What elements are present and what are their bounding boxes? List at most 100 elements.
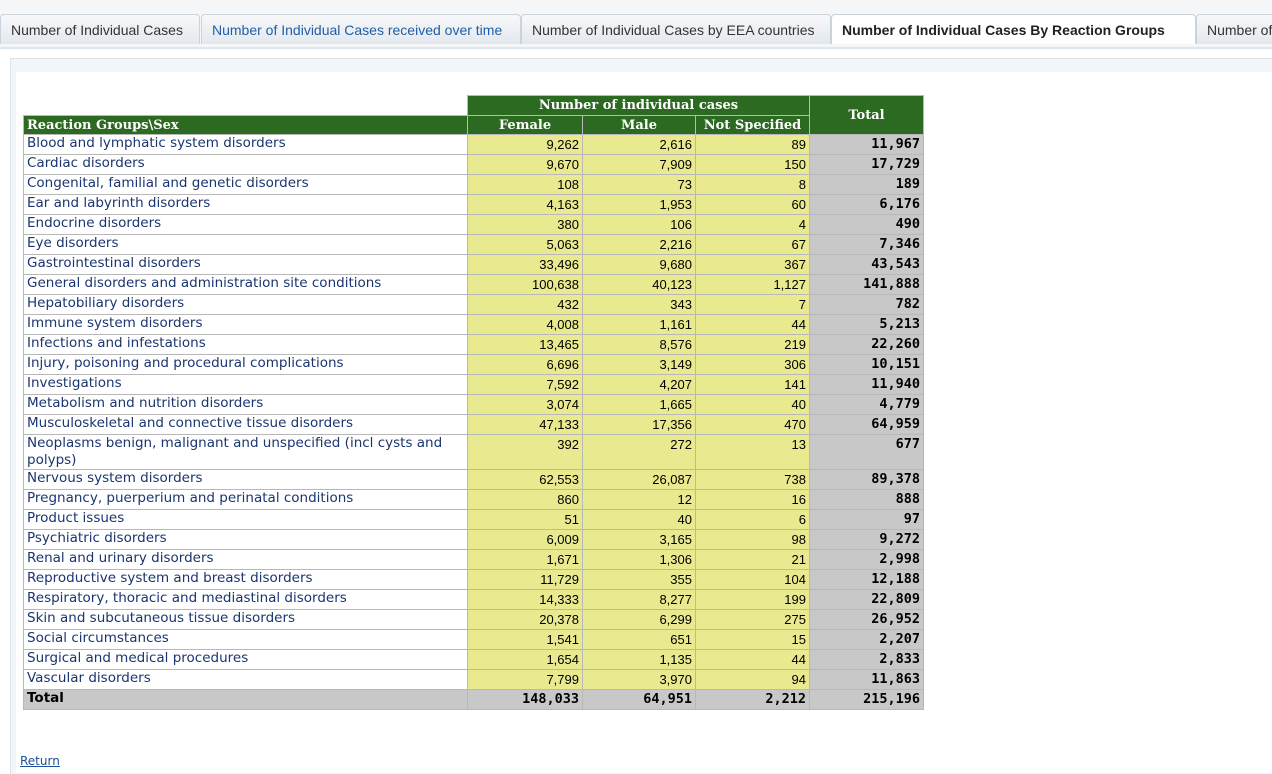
- corner-header: Reaction Groups\Sex: [24, 115, 468, 135]
- cell: 40: [583, 510, 696, 530]
- cell: 272: [583, 435, 696, 470]
- table-row: Congenital, familial and genetic disorde…: [24, 175, 924, 195]
- cell: 13,465: [468, 335, 583, 355]
- cell: 150: [696, 155, 810, 175]
- tab[interactable]: Number of Individual Cases: [0, 14, 200, 44]
- cell: 97: [810, 510, 924, 530]
- cell: 306: [696, 355, 810, 375]
- cell: 3,165: [583, 530, 696, 550]
- row-label: Product issues: [24, 510, 468, 530]
- row-label: Renal and urinary disorders: [24, 550, 468, 570]
- cell: 215,196: [810, 690, 924, 710]
- cell: 8: [696, 175, 810, 195]
- table-row: Metabolism and nutrition disorders3,0741…: [24, 395, 924, 415]
- group-header: Number of individual cases: [468, 96, 810, 116]
- cell: 6,696: [468, 355, 583, 375]
- cell: 62,553: [468, 470, 583, 490]
- cell: 44: [696, 315, 810, 335]
- row-label: Metabolism and nutrition disorders: [24, 395, 468, 415]
- row-label: Ear and labyrinth disorders: [24, 195, 468, 215]
- cell: 12,188: [810, 570, 924, 590]
- table-row: Neoplasms benign, malignant and unspecif…: [24, 435, 924, 470]
- data-table: Number of individual cases Total Reactio…: [23, 95, 924, 710]
- table-row: Injury, poisoning and procedural complic…: [24, 355, 924, 375]
- cell: 355: [583, 570, 696, 590]
- row-label: Eye disorders: [24, 235, 468, 255]
- cell: 2,616: [583, 135, 696, 155]
- cell: 22,809: [810, 590, 924, 610]
- cell: 2,212: [696, 690, 810, 710]
- table-row: Vascular disorders7,7993,9709411,863: [24, 670, 924, 690]
- cell: 94: [696, 670, 810, 690]
- row-label: Psychiatric disorders: [24, 530, 468, 550]
- cell: 199: [696, 590, 810, 610]
- cell: 651: [583, 630, 696, 650]
- tab[interactable]: Number of Individual Cases By Reaction G…: [831, 14, 1196, 44]
- cell: 189: [810, 175, 924, 195]
- row-label: Endocrine disorders: [24, 215, 468, 235]
- row-label: Hepatobiliary disorders: [24, 295, 468, 315]
- cell: 2,998: [810, 550, 924, 570]
- return-link[interactable]: Return: [20, 754, 60, 768]
- cell: 6: [696, 510, 810, 530]
- table-row: Gastrointestinal disorders33,4969,680367…: [24, 255, 924, 275]
- cell: 9,680: [583, 255, 696, 275]
- cell: 11,863: [810, 670, 924, 690]
- cell: 43,543: [810, 255, 924, 275]
- cell: 148,033: [468, 690, 583, 710]
- row-label: Vascular disorders: [24, 670, 468, 690]
- row-label: Social circumstances: [24, 630, 468, 650]
- cell: 108: [468, 175, 583, 195]
- cell: 21: [696, 550, 810, 570]
- table-row: Pregnancy, puerperium and perinatal cond…: [24, 490, 924, 510]
- row-label: Congenital, familial and genetic disorde…: [24, 175, 468, 195]
- cell: 6,176: [810, 195, 924, 215]
- cell: 392: [468, 435, 583, 470]
- cell: 60: [696, 195, 810, 215]
- row-label: Neoplasms benign, malignant and unspecif…: [24, 435, 468, 470]
- table-row: Ear and labyrinth disorders4,1631,953606…: [24, 195, 924, 215]
- row-label: Nervous system disorders: [24, 470, 468, 490]
- cell: 98: [696, 530, 810, 550]
- cell: 22,260: [810, 335, 924, 355]
- tab[interactable]: Number of Individual Cases received over…: [201, 14, 521, 44]
- cell: 1,135: [583, 650, 696, 670]
- row-label: Blood and lymphatic system disorders: [24, 135, 468, 155]
- cell: 782: [810, 295, 924, 315]
- tab[interactable]: Number of Individual Cases by EEA countr…: [521, 14, 831, 44]
- cell: 5,213: [810, 315, 924, 335]
- cell: 11,729: [468, 570, 583, 590]
- cell: 106: [583, 215, 696, 235]
- table-row: Cardiac disorders9,6707,90915017,729: [24, 155, 924, 175]
- cell: 432: [468, 295, 583, 315]
- cell: 275: [696, 610, 810, 630]
- row-label: General disorders and administration sit…: [24, 275, 468, 295]
- table-row: Infections and infestations13,4658,57621…: [24, 335, 924, 355]
- cell: 4,008: [468, 315, 583, 335]
- cell: 8,576: [583, 335, 696, 355]
- cell: 11,967: [810, 135, 924, 155]
- cell: 73: [583, 175, 696, 195]
- cell: 2,216: [583, 235, 696, 255]
- cell: 17,729: [810, 155, 924, 175]
- row-label: Infections and infestations: [24, 335, 468, 355]
- cell: 89,378: [810, 470, 924, 490]
- tab[interactable]: Number of: [1196, 14, 1272, 44]
- tab-bar: Number of Individual CasesNumber of Indi…: [0, 0, 1272, 49]
- cell: 470: [696, 415, 810, 435]
- cell: 1,306: [583, 550, 696, 570]
- cell: 44: [696, 650, 810, 670]
- row-label: Skin and subcutaneous tissue disorders: [24, 610, 468, 630]
- cell: 3,074: [468, 395, 583, 415]
- cell: 4,779: [810, 395, 924, 415]
- cell: 17,356: [583, 415, 696, 435]
- cell: 7,592: [468, 375, 583, 395]
- cell: 51: [468, 510, 583, 530]
- cell: 4: [696, 215, 810, 235]
- cell: 64,951: [583, 690, 696, 710]
- cell: 367: [696, 255, 810, 275]
- blank-cell: [24, 96, 468, 116]
- row-label: Immune system disorders: [24, 315, 468, 335]
- cell: 1,953: [583, 195, 696, 215]
